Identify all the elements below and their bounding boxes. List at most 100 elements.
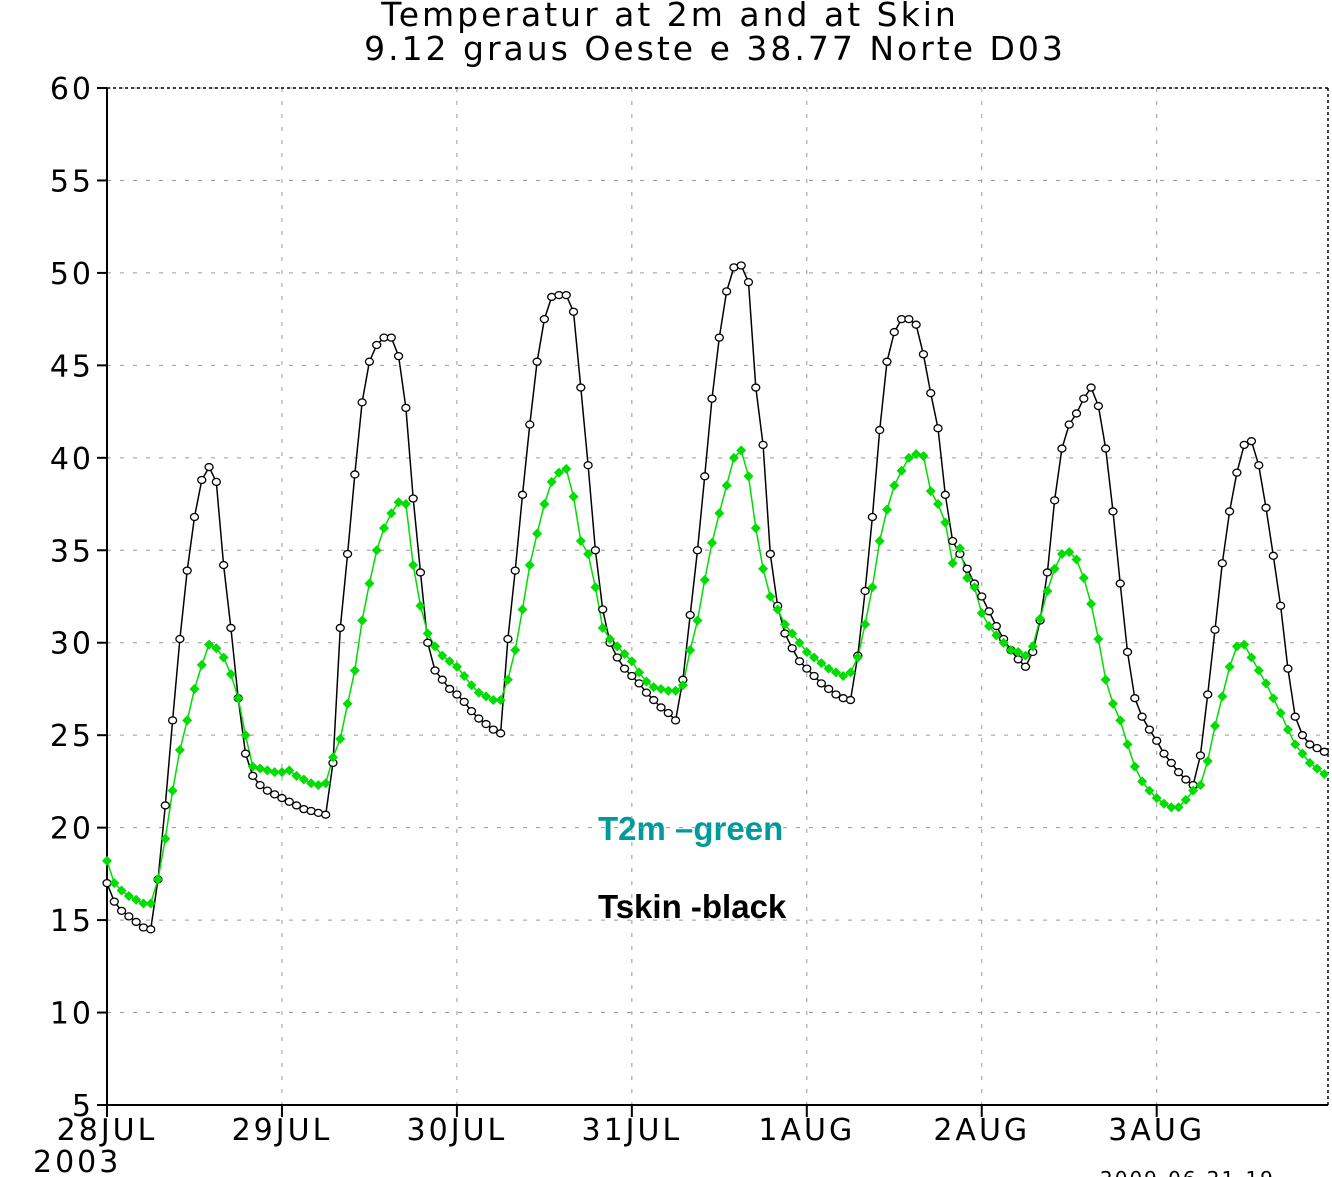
- point: [415, 568, 426, 577]
- point: [109, 897, 119, 906]
- point: [1268, 551, 1278, 560]
- point: [977, 592, 987, 601]
- point: [218, 560, 229, 570]
- point: [867, 582, 878, 593]
- point: [124, 912, 134, 921]
- point: [225, 669, 236, 680]
- point: [845, 667, 856, 678]
- point: [153, 874, 164, 885]
- point: [619, 648, 630, 659]
- point: [875, 425, 885, 435]
- point: [663, 685, 674, 696]
- point: [612, 653, 622, 662]
- x-tick-label: 28JUL: [57, 1113, 158, 1148]
- point: [401, 403, 411, 413]
- point: [1275, 601, 1286, 610]
- point: [1129, 761, 1140, 772]
- point: [685, 645, 696, 656]
- point: [386, 333, 396, 342]
- point: [590, 546, 601, 555]
- x-tick-label: 30JUL: [407, 1113, 508, 1148]
- point: [1049, 496, 1060, 505]
- point: [1254, 461, 1264, 470]
- point: [787, 644, 797, 653]
- point: [102, 855, 112, 866]
- point: [612, 641, 623, 652]
- point: [1246, 437, 1257, 446]
- point: [707, 537, 718, 548]
- point: [459, 697, 469, 707]
- point: [816, 658, 827, 669]
- point: [1297, 748, 1308, 759]
- point: [553, 467, 564, 478]
- point: [196, 659, 207, 670]
- point: [313, 780, 324, 791]
- point: [736, 445, 747, 456]
- x-tick-label: 2AUG: [933, 1113, 1030, 1148]
- point: [466, 680, 477, 691]
- point: [189, 683, 200, 694]
- point: [1020, 662, 1031, 671]
- point: [255, 763, 266, 774]
- point: [247, 761, 258, 772]
- point: [510, 645, 521, 656]
- point: [830, 667, 841, 678]
- point: [984, 621, 995, 632]
- y-tick-label: 35: [50, 534, 94, 569]
- point: [867, 512, 878, 522]
- point: [940, 517, 951, 528]
- point: [860, 619, 871, 630]
- point: [1312, 763, 1323, 774]
- point: [750, 523, 761, 534]
- point: [546, 476, 557, 487]
- point: [1158, 798, 1169, 809]
- point: [874, 536, 885, 547]
- point: [226, 623, 236, 633]
- point: [1115, 715, 1126, 726]
- point: [1064, 547, 1075, 558]
- point: [627, 671, 637, 681]
- point: [175, 634, 185, 644]
- point: [860, 586, 870, 596]
- point: [1130, 694, 1140, 703]
- point: [998, 637, 1009, 648]
- x-tick-label: 3AUG: [1108, 1113, 1205, 1148]
- point: [503, 634, 513, 644]
- point: [357, 615, 368, 626]
- y-tick-label: 10: [50, 997, 94, 1032]
- point: [131, 917, 141, 927]
- point: [1100, 674, 1111, 685]
- point: [371, 545, 382, 556]
- point: [269, 767, 280, 778]
- y-tick-label: 25: [50, 719, 94, 754]
- point: [444, 684, 455, 694]
- point: [984, 607, 994, 616]
- point: [474, 714, 484, 723]
- point: [1319, 747, 1330, 756]
- point: [852, 652, 863, 663]
- y-tick-label: 30: [50, 627, 94, 662]
- point: [991, 630, 1002, 641]
- point: [350, 470, 360, 479]
- point: [240, 749, 251, 758]
- point: [779, 619, 790, 630]
- point: [1144, 725, 1155, 734]
- point: [342, 549, 353, 559]
- point: [677, 680, 688, 691]
- point: [1056, 548, 1067, 559]
- point: [116, 885, 127, 896]
- point: [430, 641, 441, 652]
- point: [306, 778, 317, 789]
- point: [291, 801, 302, 810]
- point: [1246, 652, 1257, 663]
- point: [619, 664, 630, 673]
- point: [452, 690, 462, 699]
- point: [954, 543, 965, 554]
- point: [393, 351, 404, 361]
- point: [1086, 598, 1097, 609]
- point: [167, 785, 178, 796]
- point: [641, 688, 652, 697]
- point: [1152, 736, 1162, 745]
- point: [604, 634, 615, 645]
- point: [204, 462, 214, 472]
